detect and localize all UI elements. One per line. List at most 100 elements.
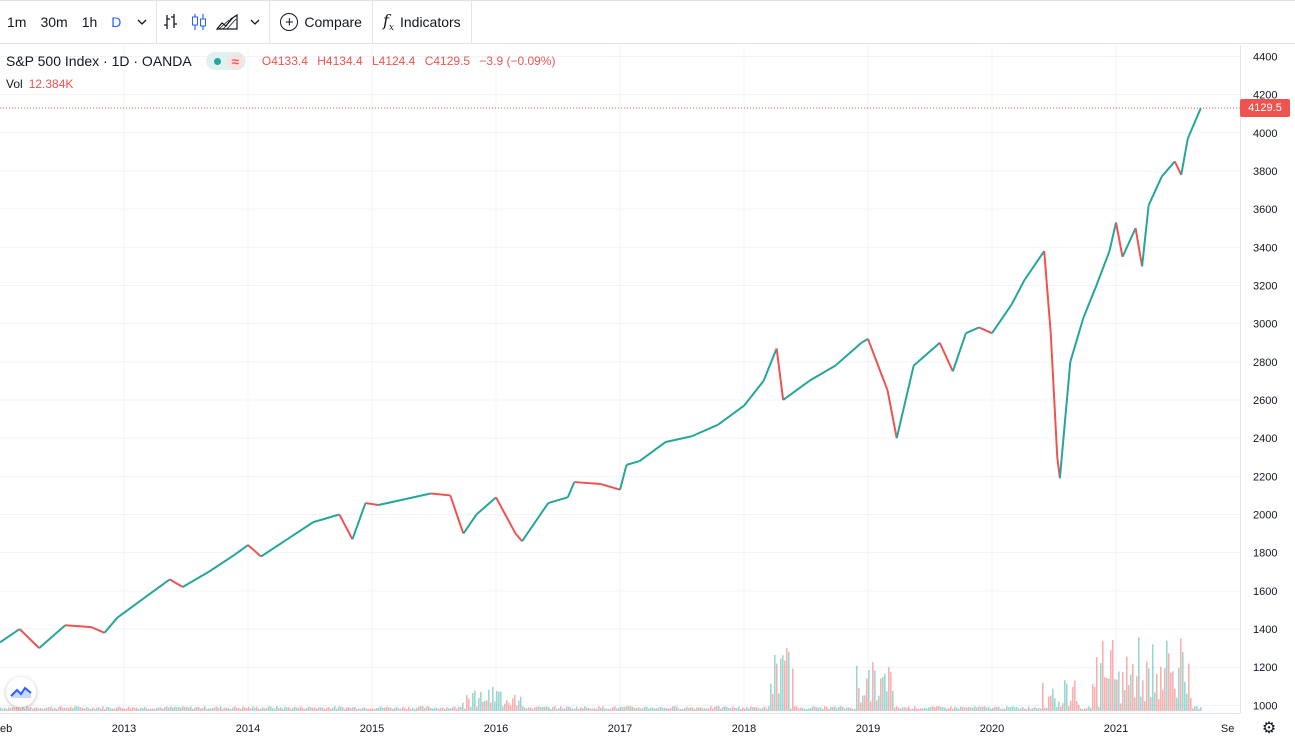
price-segment xyxy=(691,423,719,438)
volume-bar xyxy=(240,708,242,711)
toolbar-divider xyxy=(371,1,373,43)
volume-bar xyxy=(144,706,146,711)
bar-style-icon[interactable] xyxy=(157,1,185,43)
interval-30m[interactable]: 30m xyxy=(40,14,68,30)
volume-bar xyxy=(206,708,208,711)
price-segment xyxy=(619,464,628,490)
indicators-button[interactable]: fx Indicators xyxy=(373,1,471,43)
volume-bar xyxy=(896,706,898,711)
price-chart-pane[interactable] xyxy=(0,45,1240,713)
volume-bar xyxy=(674,706,676,711)
price-segment xyxy=(338,514,354,540)
y-tick-label: 4000 xyxy=(1253,128,1277,140)
volume-bar xyxy=(544,706,546,711)
volume-bar xyxy=(24,708,26,711)
volume-bar xyxy=(704,708,706,711)
volume-bar xyxy=(696,707,698,711)
volume-bar xyxy=(428,706,430,711)
volume-bar xyxy=(702,708,704,711)
symbol-title[interactable]: S&P 500 Index · 1D · OANDA xyxy=(6,53,192,69)
volume-bar xyxy=(1020,708,1022,711)
volume-bar xyxy=(638,707,640,711)
interval-1m[interactable]: 1m xyxy=(7,14,27,30)
volume-bar xyxy=(348,707,350,711)
volume-bar xyxy=(56,708,58,711)
x-tick-label: 2016 xyxy=(484,723,508,735)
volume-bar xyxy=(1100,662,1102,711)
volume-bar xyxy=(1126,656,1128,711)
volume-bar xyxy=(534,707,536,711)
volume-bar xyxy=(852,708,854,711)
volume-bar xyxy=(124,708,126,711)
volume-bar xyxy=(864,695,866,711)
volume-bar xyxy=(652,707,654,711)
volume-bar xyxy=(1084,708,1086,711)
volume-bar xyxy=(1090,707,1092,711)
volume-bar xyxy=(958,708,960,711)
volume-bar xyxy=(1076,701,1078,711)
volume-bar xyxy=(480,691,482,711)
volume-bar xyxy=(606,708,608,711)
volume-bar xyxy=(858,687,860,711)
volume-bar xyxy=(242,706,244,711)
volume-bar xyxy=(868,670,870,711)
volume-bar xyxy=(164,707,166,711)
volume-bar xyxy=(1040,708,1042,711)
toolbar-divider xyxy=(470,1,472,43)
volume-bar xyxy=(122,708,124,711)
interval-d[interactable]: D xyxy=(111,14,122,30)
volume-bar xyxy=(752,707,754,711)
volume-bar xyxy=(338,706,340,711)
volume-bar xyxy=(554,706,556,711)
gear-icon[interactable]: ⚙ xyxy=(1261,720,1277,737)
volume-bar xyxy=(566,706,568,711)
volume-bar xyxy=(536,706,538,711)
volume-bar xyxy=(208,708,210,711)
chevron-down-icon[interactable] xyxy=(128,1,156,43)
price-axis[interactable]: 1000 1200 1400 1600 1800 2000 2200 2400 2600 2800… xyxy=(1240,45,1295,713)
volume-bar xyxy=(656,708,658,711)
volume-bar xyxy=(1190,698,1192,711)
volume-bar xyxy=(680,708,682,711)
market-status-pill[interactable]: ≈ xyxy=(205,52,246,70)
volume-bar xyxy=(380,706,382,711)
volume-bar xyxy=(16,706,18,711)
volume-value: 12.384K xyxy=(28,77,74,91)
price-segment xyxy=(1141,205,1150,267)
volume-bar xyxy=(302,708,304,711)
y-tick-label: 2200 xyxy=(1253,471,1277,483)
volume-bar xyxy=(1114,679,1116,711)
volume-bar xyxy=(514,694,516,711)
interval-1h[interactable]: 1h xyxy=(81,14,98,30)
volume-bar xyxy=(836,708,838,711)
volume-bar xyxy=(1182,652,1184,711)
volume-bar xyxy=(668,708,670,711)
volume-bar xyxy=(290,708,292,711)
volume-bar xyxy=(100,708,102,711)
volume-bar xyxy=(1102,640,1104,711)
close-value: C4129.5 xyxy=(424,54,471,68)
price-segment xyxy=(378,498,405,506)
compare-label: Compare xyxy=(304,14,362,30)
volume-bar xyxy=(202,708,204,711)
price-segment xyxy=(566,481,576,498)
price-segment xyxy=(951,332,967,372)
time-axis[interactable]: eb 2013 2014 2015 2016 2017 2018 2019 2020 2021 Se xyxy=(0,713,1240,739)
volume-bar xyxy=(414,708,416,711)
volume-bar xyxy=(1012,706,1014,711)
indicators-label: Indicators xyxy=(399,14,461,30)
candles-icon[interactable] xyxy=(185,1,213,43)
area-style-icon[interactable] xyxy=(213,1,241,43)
volume-bar xyxy=(1136,676,1138,711)
volume-bar xyxy=(26,706,28,711)
price-segment xyxy=(430,492,451,497)
volume-bar xyxy=(720,708,722,711)
volume-bar xyxy=(812,706,814,711)
volume-bar xyxy=(88,708,90,711)
volume-bar xyxy=(1176,697,1178,711)
volume-bar xyxy=(326,707,328,711)
tradingview-logo-icon[interactable] xyxy=(6,677,36,707)
chevron-down-icon[interactable] xyxy=(241,1,269,43)
volume-bar xyxy=(854,708,856,711)
compare-button[interactable]: + Compare xyxy=(270,1,372,43)
